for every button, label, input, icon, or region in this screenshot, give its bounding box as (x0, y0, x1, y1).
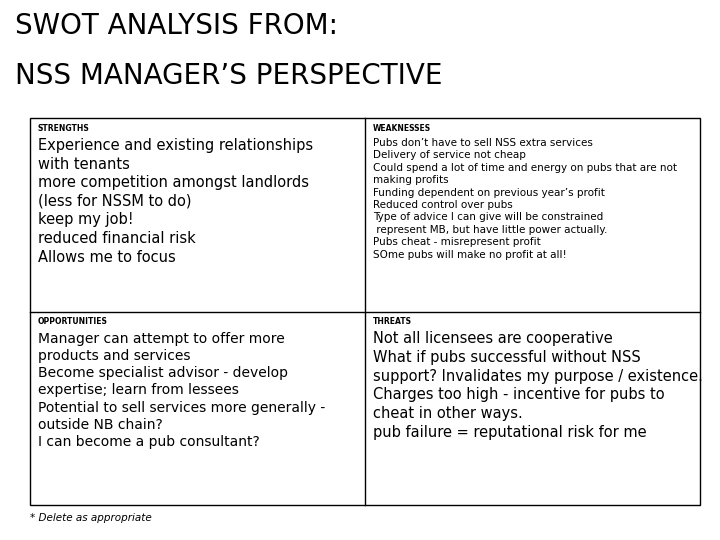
Text: Manager can attempt to offer more
products and services
Become specialist adviso: Manager can attempt to offer more produc… (38, 332, 325, 449)
Bar (30, 118, 700, 505)
Text: WEAKNESSES: WEAKNESSES (373, 124, 431, 133)
Text: STRENGTHS: STRENGTHS (38, 124, 90, 133)
Text: NSS MANAGER’S PERSPECTIVE: NSS MANAGER’S PERSPECTIVE (15, 62, 443, 90)
Text: Experience and existing relationships
with tenants
more competition amongst land: Experience and existing relationships wi… (38, 138, 313, 265)
Text: SWOT ANALYSIS FROM:: SWOT ANALYSIS FROM: (15, 12, 338, 40)
Text: Not all licensees are cooperative
What if pubs successful without NSS
support? I: Not all licensees are cooperative What i… (373, 332, 703, 440)
Text: OPPORTUNITIES: OPPORTUNITIES (38, 318, 108, 327)
Text: Pubs don’t have to sell NSS extra services
Delivery of service not cheap
Could s: Pubs don’t have to sell NSS extra servic… (373, 138, 677, 260)
Text: THREATS: THREATS (373, 318, 412, 327)
Text: * Delete as appropriate: * Delete as appropriate (30, 513, 152, 523)
